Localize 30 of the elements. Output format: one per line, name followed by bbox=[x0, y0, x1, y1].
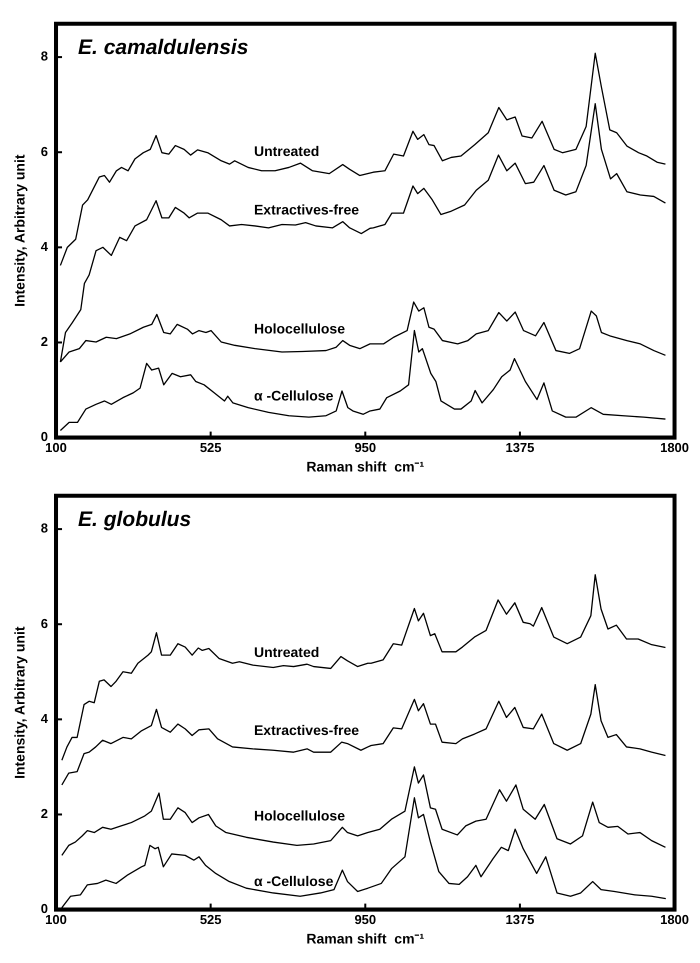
y-tick-label: 4 bbox=[40, 710, 49, 726]
y-axis-title: Intensity, Arbitrary unit bbox=[11, 626, 28, 779]
x-tick-label: 950 bbox=[354, 912, 376, 927]
series-label: Holocellulose bbox=[254, 320, 346, 337]
y-tick-label: 6 bbox=[40, 144, 48, 159]
text: E. camaldulensis bbox=[78, 36, 248, 59]
y-tick-label: 8 bbox=[40, 48, 48, 64]
series-label: Extractives-free bbox=[254, 722, 360, 738]
x-tick-label: 1800 bbox=[660, 912, 689, 927]
series-label: Holocellulose bbox=[254, 807, 346, 824]
y-tick-label: 2 bbox=[40, 806, 48, 822]
x-tick-label: 1375 bbox=[505, 440, 534, 455]
x-tick-label: 525 bbox=[200, 440, 222, 455]
x-tick-label: 950 bbox=[354, 440, 376, 455]
y-tick-label: 6 bbox=[40, 616, 48, 631]
series-label: α -Cellulose bbox=[254, 388, 334, 404]
text: E. globulus bbox=[78, 508, 192, 531]
y-tick-label: 4 bbox=[40, 238, 49, 254]
y-tick-label: 2 bbox=[40, 334, 48, 350]
x-axis-title: Raman shift cm⁻¹ bbox=[306, 458, 425, 474]
series-label: Extractives-free bbox=[254, 202, 360, 218]
series-label: Untreated bbox=[254, 143, 320, 160]
x-axis-title: Raman shift cm⁻¹ bbox=[306, 930, 425, 946]
y-axis-title: Intensity, Arbitrary unit bbox=[11, 154, 28, 307]
series-label: α -Cellulose bbox=[254, 872, 334, 889]
x-tick-label: 525 bbox=[200, 912, 222, 927]
y-tick-label: 8 bbox=[40, 520, 48, 536]
x-tick-label: 1800 bbox=[660, 440, 689, 455]
series-label: Untreated bbox=[254, 644, 320, 660]
x-tick-label: 1375 bbox=[505, 912, 534, 927]
